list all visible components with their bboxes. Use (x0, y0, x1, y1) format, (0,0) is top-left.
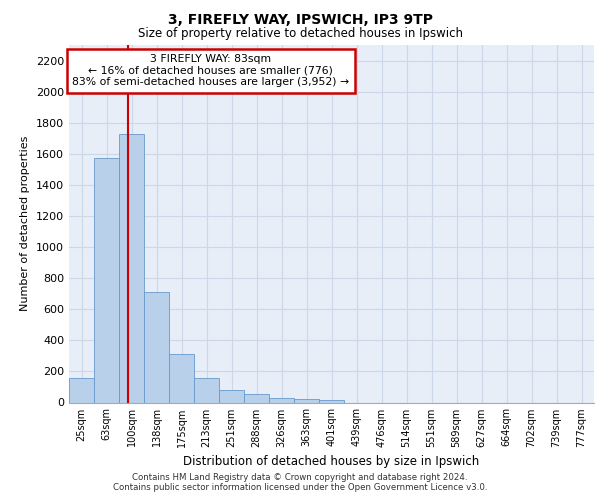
Bar (144, 292, 169, 403)
Bar (244, 394, 269, 402)
Text: Contains HM Land Registry data © Crown copyright and database right 2024.
Contai: Contains HM Land Registry data © Crown c… (113, 473, 487, 492)
Text: 3, FIREFLY WAY, IPSWICH, IP3 9TP: 3, FIREFLY WAY, IPSWICH, IP3 9TP (167, 12, 433, 26)
Text: 3 FIREFLY WAY: 83sqm
← 16% of detached houses are smaller (776)
83% of semi-deta: 3 FIREFLY WAY: 83sqm ← 16% of detached h… (72, 54, 349, 87)
Bar (169, 354, 194, 403)
Bar (194, 378, 219, 402)
Bar (69, 378, 94, 402)
Bar (319, 400, 344, 402)
Bar (294, 399, 319, 402)
Bar (269, 398, 294, 402)
Text: Size of property relative to detached houses in Ipswich: Size of property relative to detached ho… (137, 28, 463, 40)
Bar (119, 134, 144, 402)
Bar (94, 158, 119, 402)
Y-axis label: Number of detached properties: Number of detached properties (20, 136, 31, 312)
Bar (219, 390, 244, 402)
X-axis label: Distribution of detached houses by size in Ipswich: Distribution of detached houses by size … (184, 455, 479, 468)
